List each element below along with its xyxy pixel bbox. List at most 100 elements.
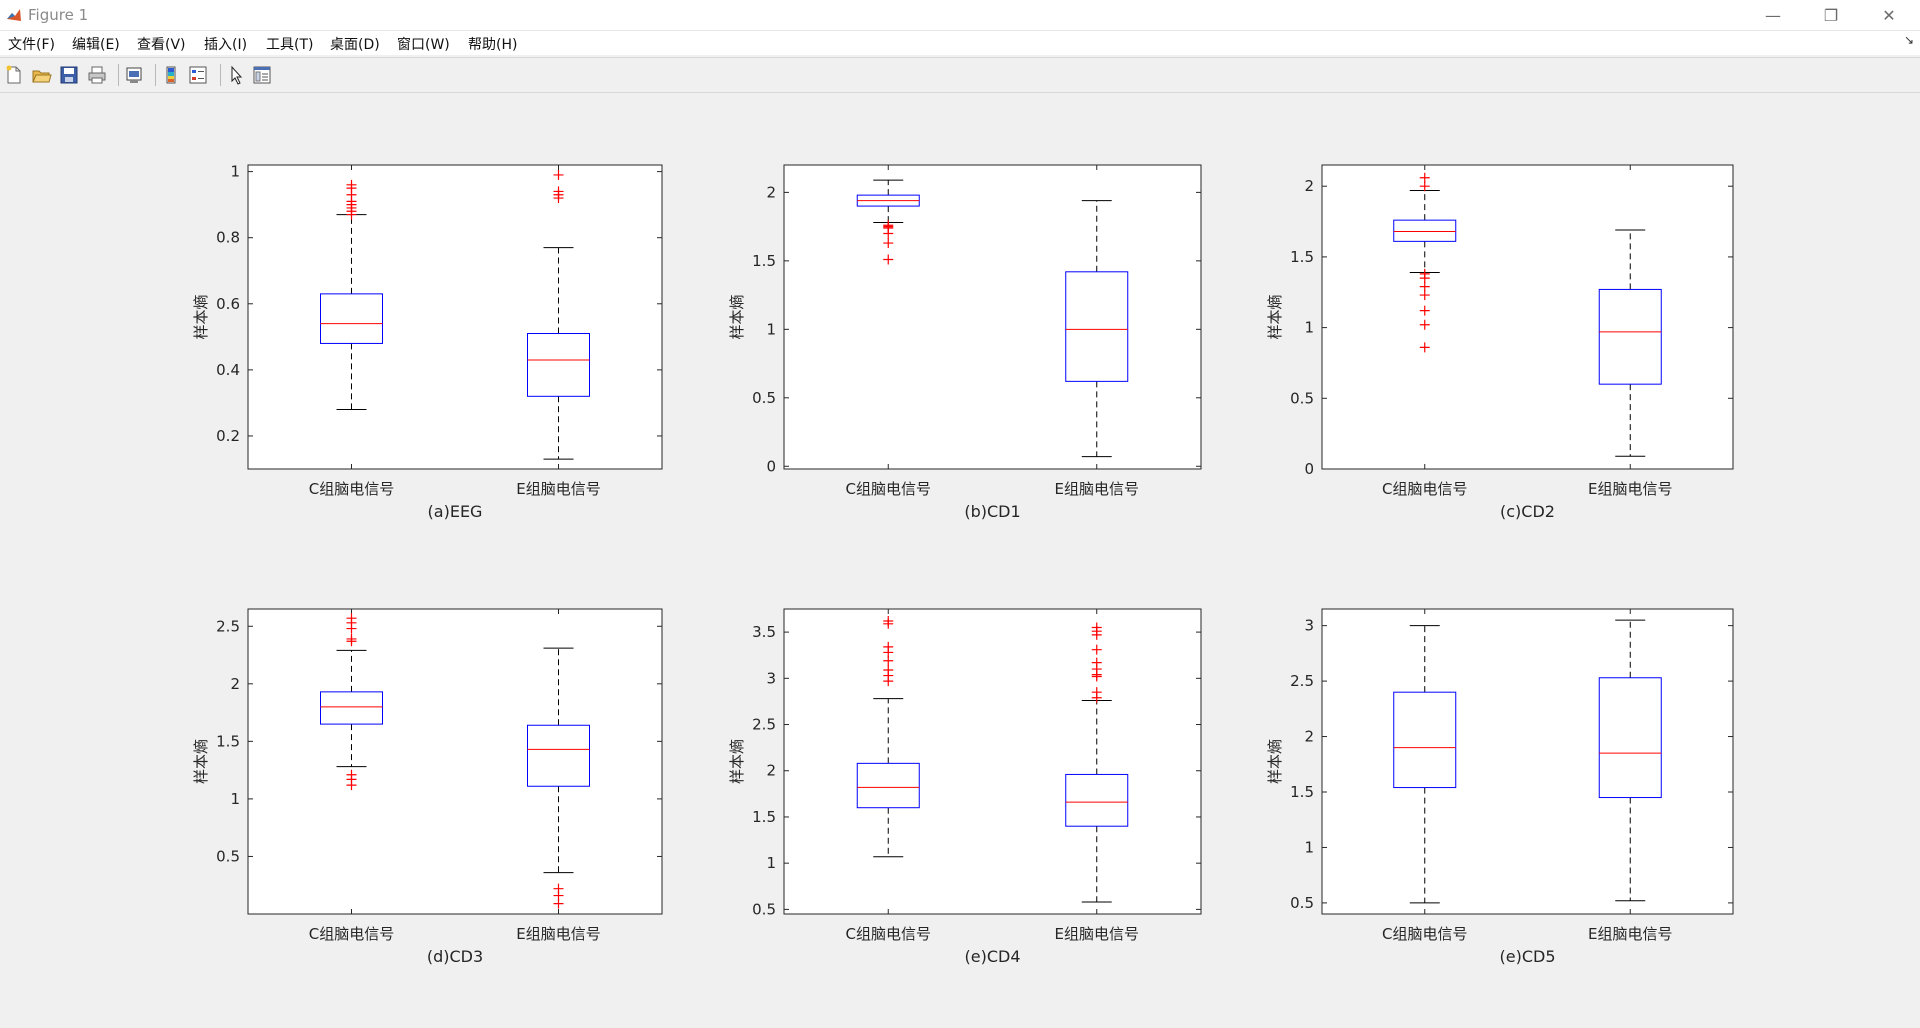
boxplot-panel: 0 0.5 1 1.5 2 样本熵 C组脑电信号 E组脑电信号 (c)CD2 [1266,164,1734,521]
toolbar-separator [118,64,119,86]
y-tick-label: 1 [766,320,776,338]
outlier-marker [1091,622,1102,633]
outlier-marker [1091,687,1102,698]
menu-window[interactable]: 窗口(W) [397,37,450,53]
axes-frame [1321,608,1734,915]
axes-frame [783,164,1202,470]
outlier-marker [883,641,894,652]
restore-button[interactable]: ❐ [1802,0,1860,30]
y-tick-label: 0.8 [216,229,240,247]
legend-icon[interactable] [187,64,209,86]
iqr-box [1065,271,1129,382]
outlier-marker [883,665,894,675]
menu-desktop[interactable]: 桌面(D) [330,37,380,53]
y-tick-label: 0.5 [1290,389,1314,407]
boxplot-panel: 0.5 1 1.5 2 2.5 样本熵 C组脑电信号 E组脑电信号 (d)CD3 [192,608,663,966]
x-tick-label: C组脑电信号 [846,925,931,943]
box-series: E组脑电信号 [1055,165,1139,498]
figure-toolbar [0,57,1920,93]
print-preview-icon[interactable] [123,64,145,86]
y-tick-label: 0.2 [216,427,240,445]
pointer-icon[interactable] [225,64,247,86]
iqr-box [527,724,590,787]
outlier-marker [883,254,894,265]
box-series: E组脑电信号 [1588,165,1672,498]
menubar-overflow-icon[interactable]: ↘ [1903,33,1914,47]
outlier-marker [1419,268,1430,279]
menu-help[interactable]: 帮助(H) [468,37,518,53]
x-tick-label: E组脑电信号 [516,925,600,943]
y-tick-label: 1.5 [752,252,776,270]
minimize-button[interactable]: — [1744,0,1802,30]
y-tick-label: 2 [766,762,776,780]
close-button[interactable]: ✕ [1860,0,1918,30]
iqr-box [1393,219,1457,242]
outlier-marker [1419,319,1430,330]
close-icon: ✕ [1882,5,1896,25]
outlier-marker [1419,181,1430,192]
y-tick-label: 0.5 [216,847,240,865]
print-icon[interactable] [86,64,108,86]
subplot-caption: (e)CD4 [965,947,1021,966]
menu-edit[interactable]: 编辑(E) [72,37,120,53]
y-tick-label: 1 [766,854,776,872]
iqr-box [320,691,383,725]
menu-insert[interactable]: 插入(I) [204,37,248,53]
x-tick-label: C组脑电信号 [1382,480,1467,498]
iqr-box [527,333,590,397]
subplot-caption: (b)CD1 [964,502,1020,521]
menu-view[interactable]: 查看(V) [137,37,186,53]
menu-file[interactable]: 文件(F) [8,37,55,53]
box-series: E组脑电信号 [516,165,601,498]
colorbar-icon[interactable] [160,64,182,86]
iqr-box [1393,691,1457,789]
restore-icon: ❐ [1823,5,1839,25]
new-figure-icon[interactable] [3,64,25,86]
menu-tools[interactable]: 工具(T) [266,37,314,53]
y-tick-label: 1.5 [216,732,240,750]
outlier-marker [883,220,894,231]
y-tick-label: 2.5 [1290,672,1314,690]
save-icon[interactable] [58,64,80,86]
boxplot-panel: 0.5 1 1.5 2 2.5 3 样本熵 C组脑电信号 E组脑电信号 (e)CD5 [1266,608,1734,966]
x-tick-label: E组脑电信号 [1588,925,1672,943]
outlier-marker [553,883,564,894]
x-tick-label: C组脑电信号 [846,480,931,498]
outlier-marker [1419,172,1430,183]
outlier-marker [346,613,357,624]
x-tick-label: C组脑电信号 [309,925,394,943]
iqr-box [1598,677,1662,799]
y-tick-label: 0 [766,457,776,475]
box-series: E组脑电信号 [516,609,601,943]
outlier-marker [1091,644,1102,655]
box-series: E组脑电信号 [1055,609,1139,943]
menu-bar: 文件(F) 编辑(E) 查看(V) 插入(I) 工具(T) 桌面(D) 窗口(W… [0,31,1920,55]
x-tick-label: E组脑电信号 [516,480,600,498]
y-tick-label: 1.5 [1290,248,1314,266]
y-axis-label: 样本熵 [192,739,210,784]
title-bar: Figure 1 — ❐ ✕ [0,0,1920,31]
outlier-marker [346,633,357,644]
y-tick-label: 2 [1304,728,1314,746]
iqr-box [320,293,383,344]
x-tick-label: C组脑电信号 [309,480,394,498]
axes-frame [1321,164,1734,470]
y-tick-label: 0.4 [216,361,240,379]
outlier-marker [883,238,894,249]
subplot-caption: (d)CD3 [427,947,483,966]
window-title: Figure 1 [28,6,89,24]
outlier-marker [346,769,357,780]
property-editor-icon[interactable] [251,64,273,86]
y-axis-label: 样本熵 [192,294,210,339]
open-file-icon[interactable] [30,64,52,86]
x-tick-label: E组脑电信号 [1588,480,1672,498]
subplot-caption: (e)CD5 [1500,947,1556,966]
box-series: C组脑电信号 [846,165,931,498]
y-axis-label: 样本熵 [1266,294,1284,339]
outlier-marker [883,616,894,627]
outlier-marker [1419,305,1430,316]
toolbar-separator [155,64,156,86]
y-axis-label: 样本熵 [728,294,746,339]
y-tick-label: 2 [1304,177,1314,195]
toolbar-separator [220,64,221,86]
